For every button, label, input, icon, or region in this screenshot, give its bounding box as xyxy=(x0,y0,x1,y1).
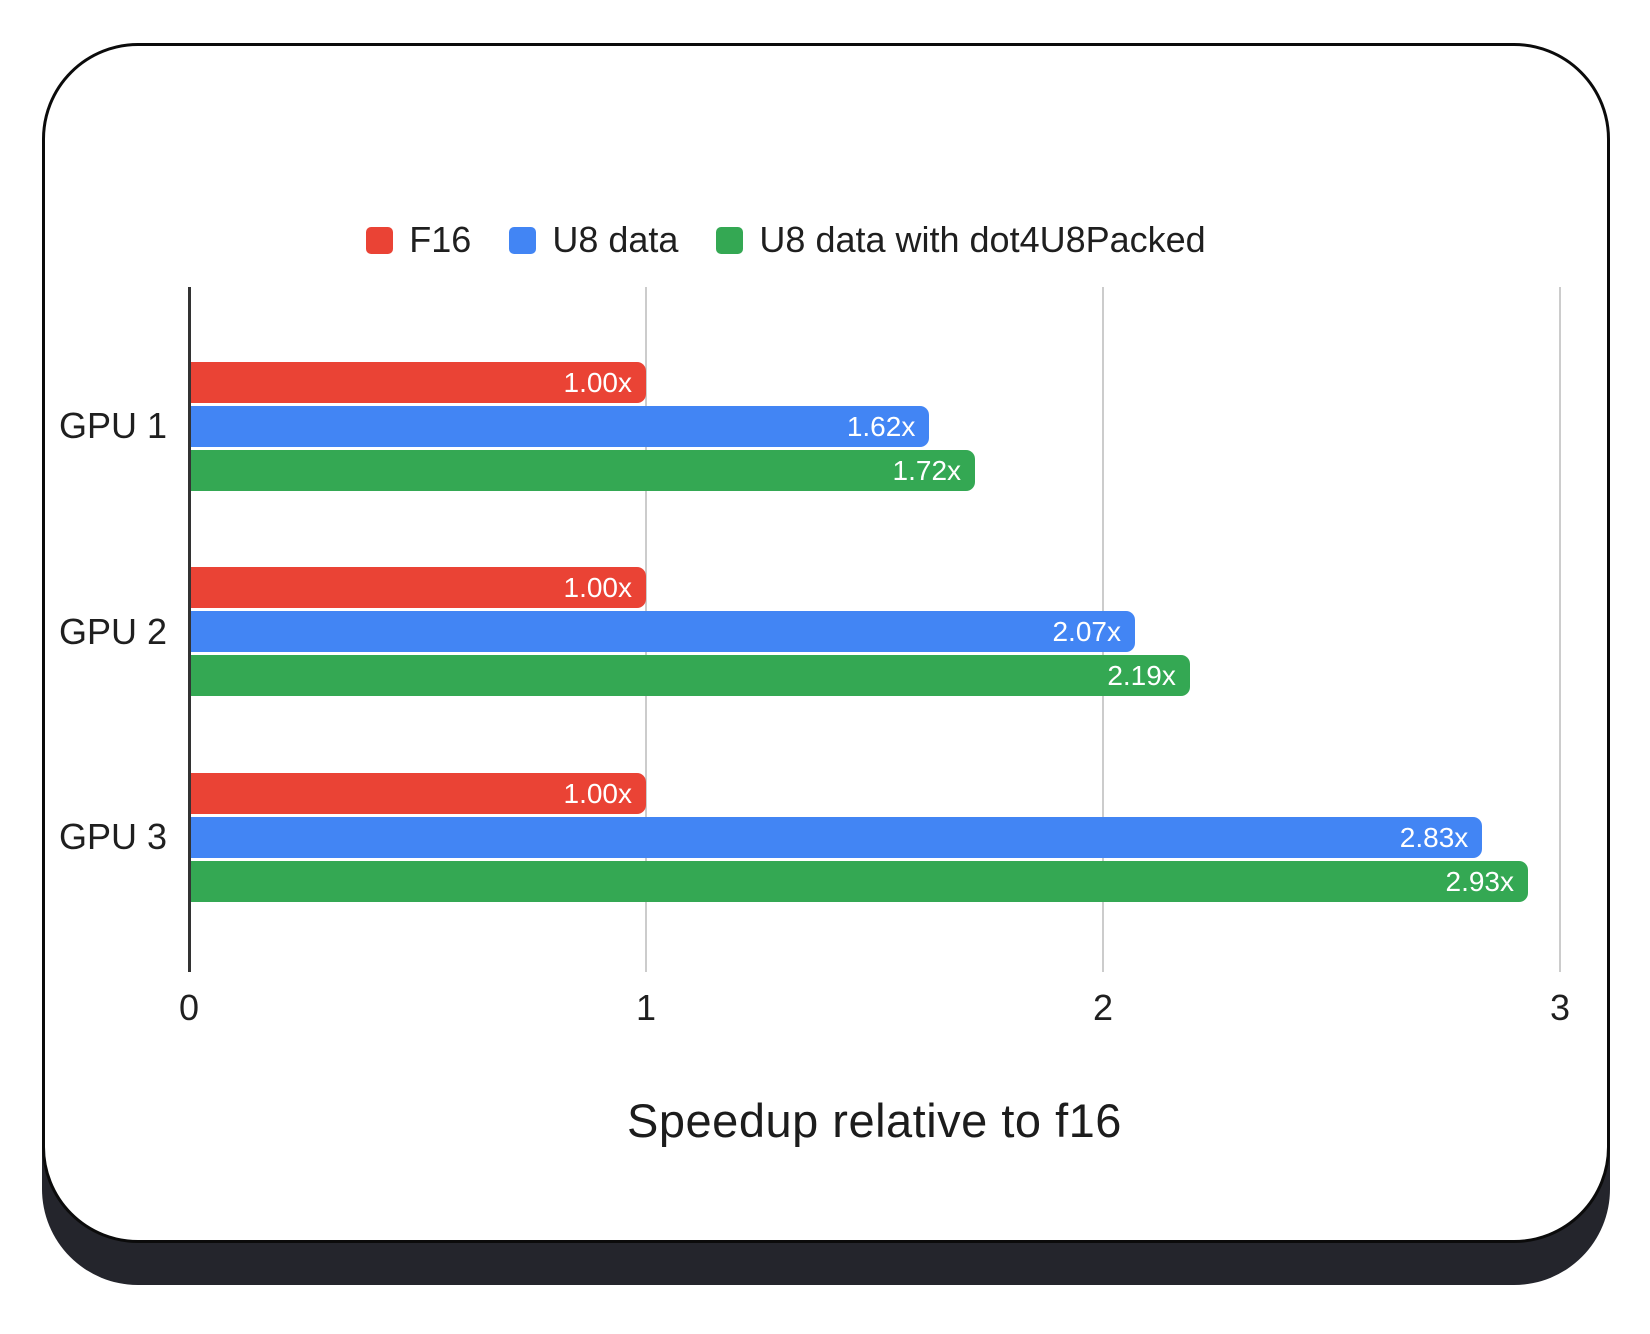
legend-label-u8-data: U8 data xyxy=(552,219,679,260)
bar-u8-gpu1: 1.62x xyxy=(189,406,930,447)
bar-f16-gpu1: 1.00x xyxy=(189,362,646,403)
bar-dot4-gpu3: 2.93x xyxy=(189,861,1528,902)
bar-u8-gpu2: 2.07x xyxy=(189,611,1135,652)
bar-group-gpu1: 1.00x 1.62x 1.72x xyxy=(189,362,1560,491)
legend-item-u8-data: U8 data xyxy=(509,222,678,258)
bar-u8-gpu3: 2.83x xyxy=(189,817,1483,858)
y-axis-line xyxy=(188,287,191,972)
category-label-gpu2: GPU 2 xyxy=(58,611,167,652)
legend-color-swatch-u8-data xyxy=(509,226,537,254)
bar-dot4-gpu2: 2.19x xyxy=(189,655,1190,696)
bar-value-label: 1.00x xyxy=(563,366,633,398)
legend-item-u8-dot4u8packed: U8 data with dot4U8Packed xyxy=(716,219,1206,260)
bar-group-gpu2: 1.00x 2.07x 2.19x xyxy=(189,567,1560,696)
category-label-gpu1: GPU 1 xyxy=(58,405,167,446)
bar-dot4-gpu1: 1.72x xyxy=(189,450,976,491)
chart-card: F16 U8 data U8 data with dot4U8Packed GP… xyxy=(42,43,1610,1243)
x-tick-2: 2 xyxy=(1092,987,1114,1028)
bar-value-label: 1.72x xyxy=(892,454,962,486)
x-axis-title: Speedup relative to f16 xyxy=(627,1094,1122,1147)
legend-color-swatch-f16 xyxy=(366,226,394,254)
bar-value-label: 2.93x xyxy=(1445,865,1515,897)
chart-legend: F16 U8 data U8 data with dot4U8Packed xyxy=(5,222,1567,258)
x-tick-3: 3 xyxy=(1549,987,1571,1028)
bar-value-label: 2.19x xyxy=(1107,659,1176,691)
legend-label-u8-dot4u8packed: U8 data with dot4U8Packed xyxy=(759,219,1206,260)
x-tick-0: 0 xyxy=(178,987,200,1028)
legend-color-swatch-u8-dot4u8packed xyxy=(716,226,744,254)
bar-group-gpu3: 1.00x 2.83x 2.93x xyxy=(189,773,1560,902)
legend-item-f16: F16 xyxy=(366,222,471,258)
bar-value-label: 2.83x xyxy=(1399,821,1469,853)
x-tick-1: 1 xyxy=(635,987,656,1028)
legend-label-f16: F16 xyxy=(409,219,472,260)
bar-value-label: 1.00x xyxy=(563,571,633,603)
bar-f16-gpu3: 1.00x xyxy=(189,773,646,814)
gridline-3 xyxy=(1559,287,1561,972)
plot-area: 1.00x 1.62x 1.72x 1.00x 2.07x 2.19x 1.00… xyxy=(179,287,1570,1147)
bar-f16-gpu2: 1.00x xyxy=(189,567,646,608)
bar-value-label: 1.62x xyxy=(846,410,916,442)
bar-value-label: 2.07x xyxy=(1052,615,1121,647)
bar-value-label: 1.00x xyxy=(563,777,633,809)
category-label-gpu3: GPU 3 xyxy=(58,816,167,857)
